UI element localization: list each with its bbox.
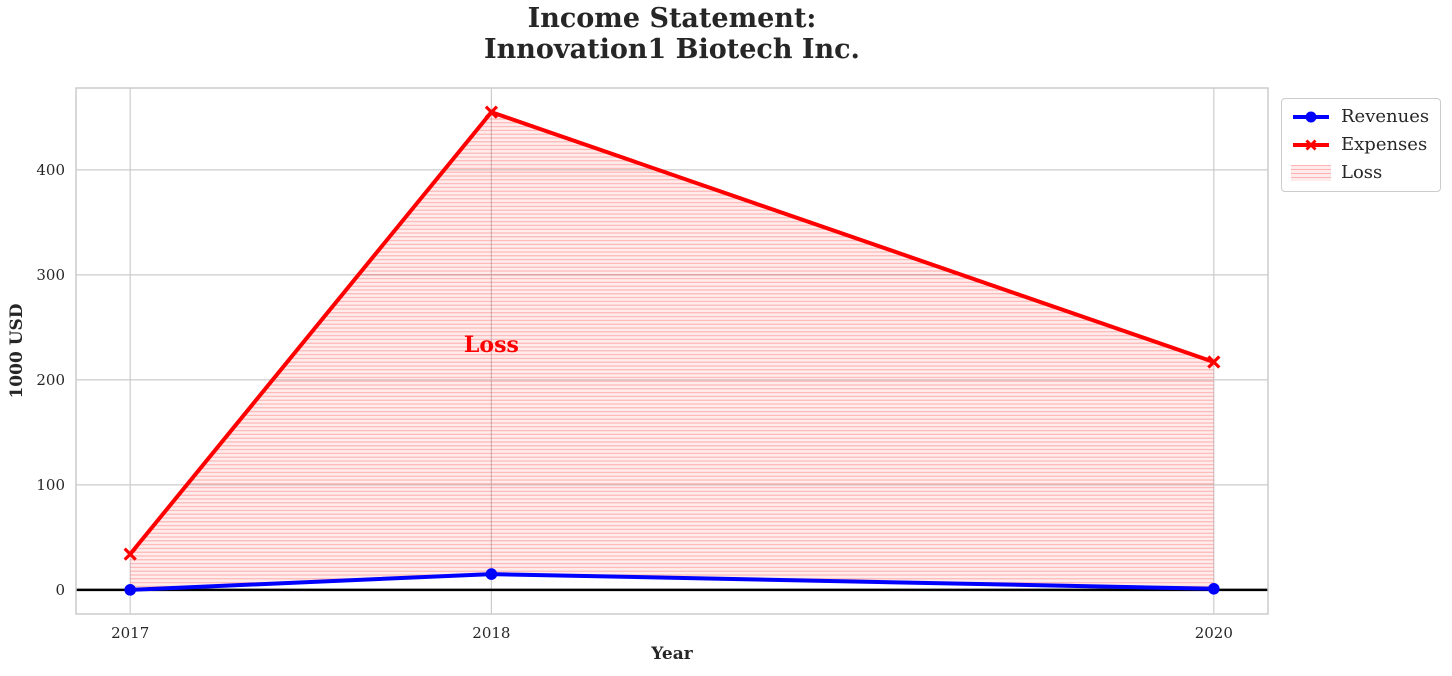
expenses-line-marker-icon bbox=[1293, 139, 1329, 150]
revenues-line-marker-icon bbox=[1293, 111, 1329, 122]
svg-text:400: 400 bbox=[36, 161, 65, 179]
svg-text:0: 0 bbox=[55, 581, 65, 599]
chart-title: Income Statement: Innovation1 Biotech In… bbox=[484, 3, 860, 65]
svg-text:100: 100 bbox=[36, 476, 65, 494]
svg-text:Loss: Loss bbox=[464, 332, 519, 358]
legend-item-expenses: Expenses bbox=[1291, 134, 1430, 155]
legend: Revenues Expenses Loss bbox=[1281, 98, 1441, 192]
svg-text:2018: 2018 bbox=[472, 624, 510, 642]
svg-text:2017: 2017 bbox=[111, 624, 149, 642]
svg-text:2020: 2020 bbox=[1195, 624, 1233, 642]
legend-label-revenues: Revenues bbox=[1341, 106, 1430, 127]
legend-label-expenses: Expenses bbox=[1341, 134, 1428, 155]
legend-label-loss: Loss bbox=[1341, 162, 1383, 183]
svg-text:300: 300 bbox=[36, 266, 65, 284]
y-axis-label: 1000 USD bbox=[7, 303, 27, 399]
svg-text:200: 200 bbox=[36, 371, 65, 389]
x-axis-label: Year bbox=[651, 644, 693, 664]
loss-hatch-swatch-icon bbox=[1291, 164, 1331, 181]
legend-item-loss: Loss bbox=[1291, 162, 1430, 183]
legend-item-revenues: Revenues bbox=[1291, 106, 1430, 127]
